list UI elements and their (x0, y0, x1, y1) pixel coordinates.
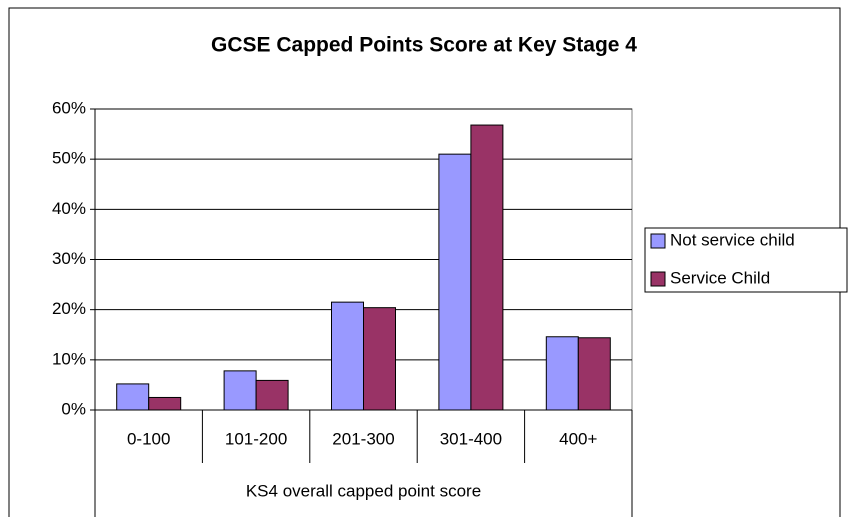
bar (470, 124, 504, 411)
bar (545, 336, 579, 411)
legend-label: Not service child (670, 230, 795, 249)
bar (438, 153, 472, 411)
bar (116, 383, 150, 411)
bar (363, 307, 396, 411)
bar (577, 337, 611, 411)
y-tick-label: 0% (61, 399, 86, 418)
x-tick-label: 201-300 (332, 429, 394, 448)
y-tick-label: 20% (52, 299, 86, 318)
y-tick-label: 40% (52, 199, 86, 218)
legend-box (644, 227, 848, 293)
bar (331, 301, 364, 411)
bar (223, 370, 257, 411)
chart-title: GCSE Capped Points Score at Key Stage 4 (211, 34, 637, 57)
x-tick-label: 301-400 (440, 429, 502, 448)
y-tick-label: 50% (52, 149, 86, 168)
legend-swatch (650, 271, 666, 287)
bar (255, 379, 289, 411)
x-axis-label: KS4 overall capped point score (246, 481, 481, 500)
y-tick-label: 10% (52, 349, 86, 368)
legend-label: Service Child (670, 268, 770, 287)
y-tick-label: 30% (52, 249, 86, 268)
bar (148, 396, 182, 411)
x-tick-label: 0-100 (127, 429, 170, 448)
x-tick-label: 101-200 (225, 429, 287, 448)
x-tick-label: 400+ (559, 429, 597, 448)
y-tick-label: 60% (52, 98, 86, 117)
legend-swatch (650, 233, 666, 249)
